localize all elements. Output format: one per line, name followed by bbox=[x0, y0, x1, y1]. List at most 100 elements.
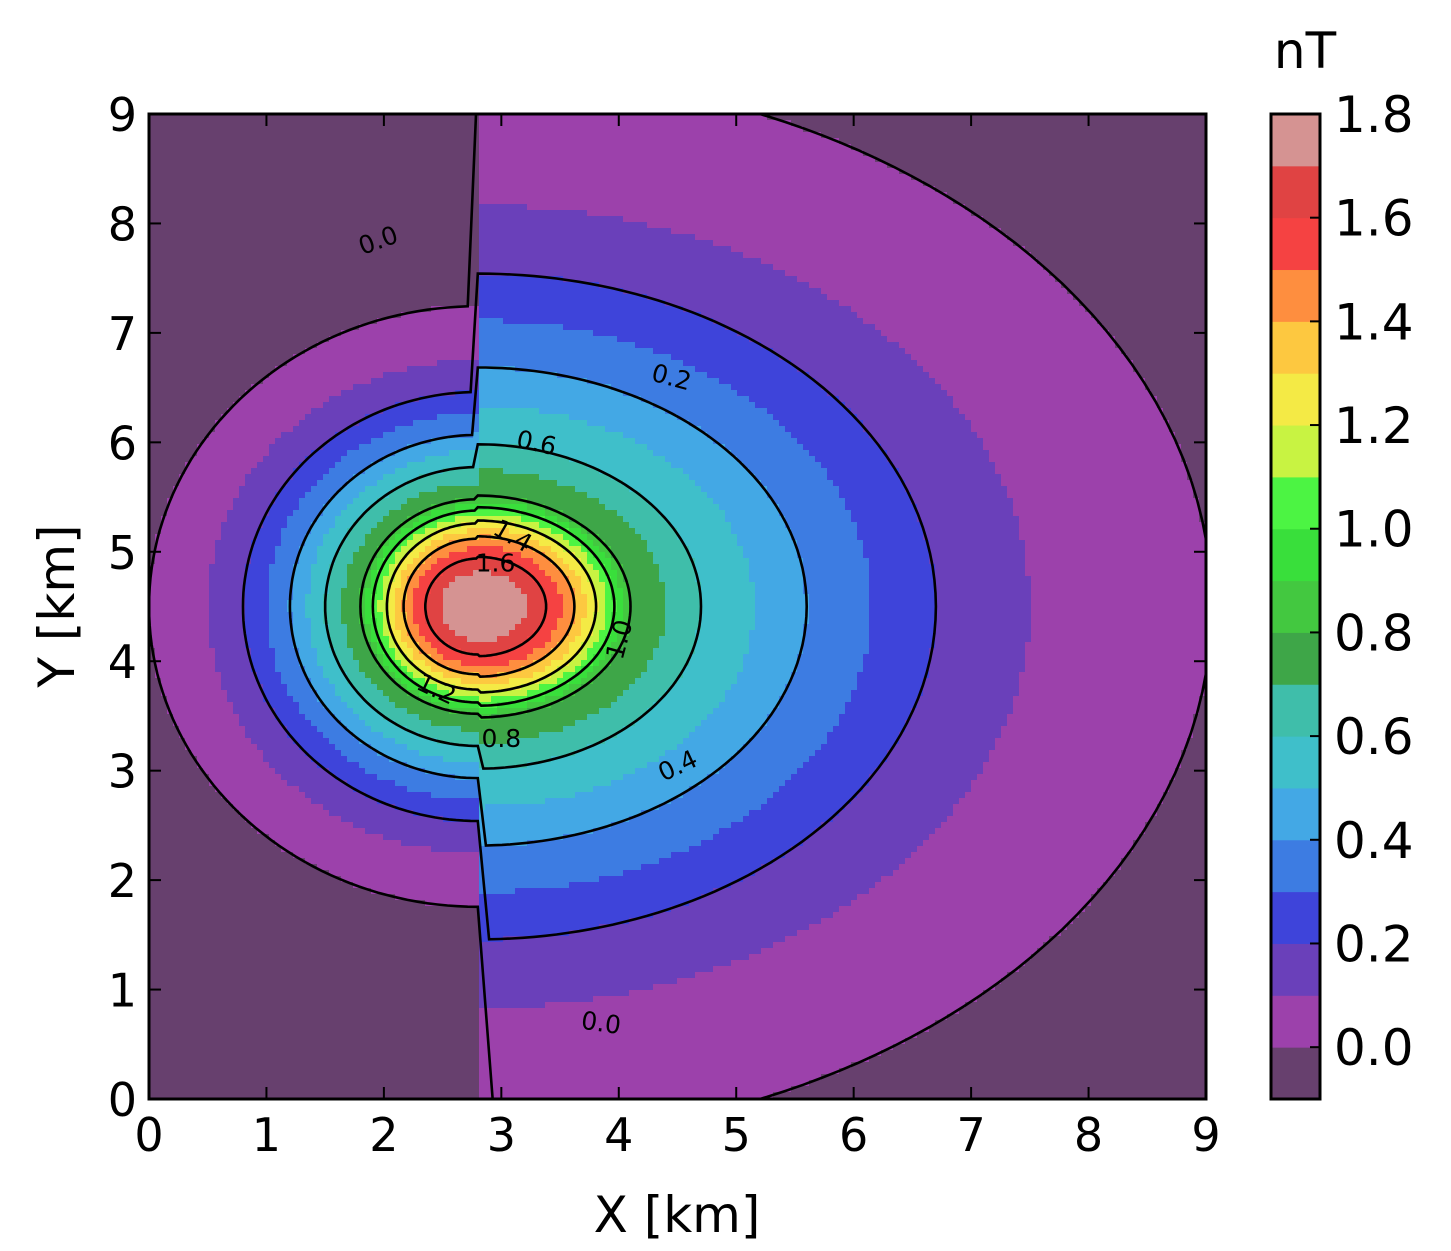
contour-cell bbox=[581, 180, 588, 187]
contour-cell bbox=[263, 126, 270, 133]
contour-cell bbox=[875, 144, 882, 151]
contour-cell bbox=[503, 240, 510, 247]
contour-cell bbox=[335, 168, 342, 175]
contour-cell bbox=[833, 204, 840, 211]
contour-cell bbox=[1193, 144, 1200, 151]
contour-cell bbox=[809, 198, 816, 205]
contour-cell bbox=[185, 276, 192, 283]
contour-cell bbox=[701, 156, 708, 163]
contour-cell bbox=[911, 120, 918, 127]
contour-cell bbox=[1055, 144, 1062, 151]
contour-cell bbox=[317, 228, 324, 235]
contour-cell bbox=[239, 258, 246, 265]
contour-cell bbox=[887, 240, 894, 247]
contour-cell bbox=[737, 132, 744, 139]
contour-cell bbox=[251, 168, 258, 175]
contour-cell bbox=[1127, 192, 1134, 199]
contour-cell bbox=[1115, 168, 1122, 175]
contour-cell bbox=[959, 270, 966, 277]
contour-cell bbox=[533, 276, 540, 283]
contour-cell bbox=[1121, 144, 1128, 151]
contour-cell bbox=[995, 156, 1002, 163]
contour-cell bbox=[407, 132, 414, 139]
contour-cell bbox=[605, 240, 612, 247]
contour-cell bbox=[353, 216, 360, 223]
contour-cell bbox=[335, 114, 342, 121]
contour-cell bbox=[275, 276, 282, 283]
contour-cell bbox=[185, 222, 192, 229]
contour-cell bbox=[989, 264, 996, 271]
contour-cell bbox=[971, 186, 978, 193]
contour-cell bbox=[947, 276, 954, 283]
contour-cell bbox=[263, 210, 270, 217]
contour-cell bbox=[227, 228, 234, 235]
contour-cell bbox=[197, 258, 204, 265]
contour-cell bbox=[695, 186, 702, 193]
contour-cell bbox=[983, 204, 990, 211]
contour-cell bbox=[1001, 264, 1008, 271]
contour-cell bbox=[509, 150, 516, 157]
contour-cell bbox=[845, 114, 852, 121]
contour-cell bbox=[1145, 138, 1152, 145]
contour-cell bbox=[1097, 192, 1104, 199]
contour-cell bbox=[1085, 198, 1092, 205]
contour-cell bbox=[593, 162, 600, 169]
contour-cell bbox=[311, 144, 318, 151]
contour-cell bbox=[461, 228, 468, 235]
contour-cell bbox=[551, 246, 558, 253]
contour-cell bbox=[641, 198, 648, 205]
contour-cell bbox=[845, 126, 852, 133]
contour-cell bbox=[1025, 186, 1032, 193]
contour-cell bbox=[1097, 240, 1104, 247]
contour-cell bbox=[689, 228, 696, 235]
contour-cell bbox=[179, 180, 186, 187]
contour-cell bbox=[1109, 228, 1116, 235]
contour-cell bbox=[401, 258, 408, 265]
contour-cell bbox=[425, 114, 432, 121]
contour-cell bbox=[335, 228, 342, 235]
contour-cell bbox=[839, 126, 846, 133]
contour-cell bbox=[1169, 204, 1176, 211]
contour-cell bbox=[623, 270, 630, 277]
contour-cell bbox=[419, 264, 426, 271]
contour-cell bbox=[329, 282, 336, 289]
contour-cell bbox=[953, 264, 960, 271]
contour-cell bbox=[233, 282, 240, 289]
contour-cell bbox=[659, 210, 666, 217]
contour-cell bbox=[227, 210, 234, 217]
contour-cell bbox=[551, 144, 558, 151]
contour-cell bbox=[575, 138, 582, 145]
contour-cell bbox=[923, 252, 930, 259]
contour-cell bbox=[1013, 156, 1020, 163]
contour-cell bbox=[377, 264, 384, 271]
contour-cell bbox=[1151, 174, 1158, 181]
contour-cell bbox=[1085, 168, 1092, 175]
contour-cell bbox=[1187, 222, 1194, 229]
contour-cell bbox=[173, 180, 180, 187]
contour-cell bbox=[635, 168, 642, 175]
contour-cell bbox=[713, 156, 720, 163]
contour-cell bbox=[563, 264, 570, 271]
contour-cell bbox=[953, 252, 960, 259]
contour-cell bbox=[293, 222, 300, 229]
contour-cell bbox=[407, 150, 414, 157]
contour-cell bbox=[917, 144, 924, 151]
contour-cell bbox=[725, 210, 732, 217]
contour-cell bbox=[491, 162, 498, 169]
contour-cell bbox=[851, 228, 858, 235]
contour-cell bbox=[173, 228, 180, 235]
contour-cell bbox=[185, 174, 192, 181]
contour-cell bbox=[1109, 168, 1116, 175]
contour-cell bbox=[623, 258, 630, 265]
contour-cell bbox=[791, 144, 798, 151]
contour-cell bbox=[899, 264, 906, 271]
contour-cell bbox=[953, 258, 960, 265]
contour-cell bbox=[1031, 144, 1038, 151]
contour-cell bbox=[323, 258, 330, 265]
contour-cell bbox=[419, 216, 426, 223]
contour-cell bbox=[569, 240, 576, 247]
contour-cell bbox=[695, 234, 702, 241]
contour-cell bbox=[203, 126, 210, 133]
contour-cell bbox=[311, 132, 318, 139]
contour-cell bbox=[833, 174, 840, 181]
